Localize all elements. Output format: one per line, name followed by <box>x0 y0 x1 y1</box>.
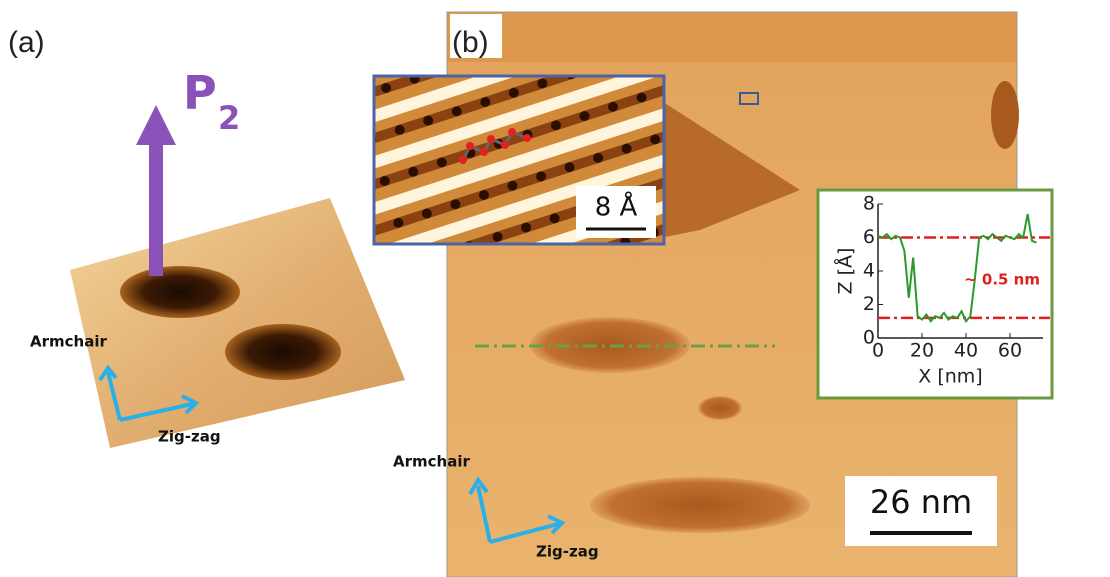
stm-step <box>447 12 1017 62</box>
arrow-subscript: 2 <box>218 99 240 137</box>
arrow-head <box>136 105 176 145</box>
axis-label: Armchair <box>30 333 107 351</box>
y-tick-label: 4 <box>863 260 875 282</box>
panel-label: (a) <box>8 26 45 59</box>
y-tick-label: 6 <box>863 226 875 248</box>
page: { "panel_a": {"label": "(a)", "arrow_lab… <box>0 0 1110 577</box>
axis-label: Zig-zag <box>158 428 221 446</box>
arrow-label: P <box>183 66 217 120</box>
defect <box>120 266 240 318</box>
annotation: ~ 0.5 nm <box>964 271 1040 289</box>
x-tick-label: 0 <box>872 340 884 362</box>
y-axis-label: Z [Å] <box>834 248 857 295</box>
stm-surface <box>70 198 405 448</box>
pit <box>991 81 1019 149</box>
arrow-shaft <box>149 140 163 276</box>
scale-label: 26 nm <box>870 483 972 521</box>
y-tick-label: 2 <box>863 293 875 315</box>
axis-label: Zig-zag <box>536 543 599 561</box>
x-tick-label: 20 <box>910 340 934 362</box>
pit <box>590 477 810 533</box>
axis-label: Armchair <box>393 453 470 471</box>
y-tick-label: 8 <box>863 193 875 215</box>
defect <box>225 324 341 380</box>
x-tick-label: 60 <box>998 340 1022 362</box>
figure: (a) P 2 Armchair Zig-zag (b) 8 Å 26 nm A… <box>0 0 1110 577</box>
scale-label: 8 Å <box>595 191 638 223</box>
panel-label: (b) <box>452 26 489 59</box>
x-tick-label: 40 <box>954 340 978 362</box>
pit <box>698 396 742 420</box>
x-axis-label: X [nm] <box>918 366 982 388</box>
